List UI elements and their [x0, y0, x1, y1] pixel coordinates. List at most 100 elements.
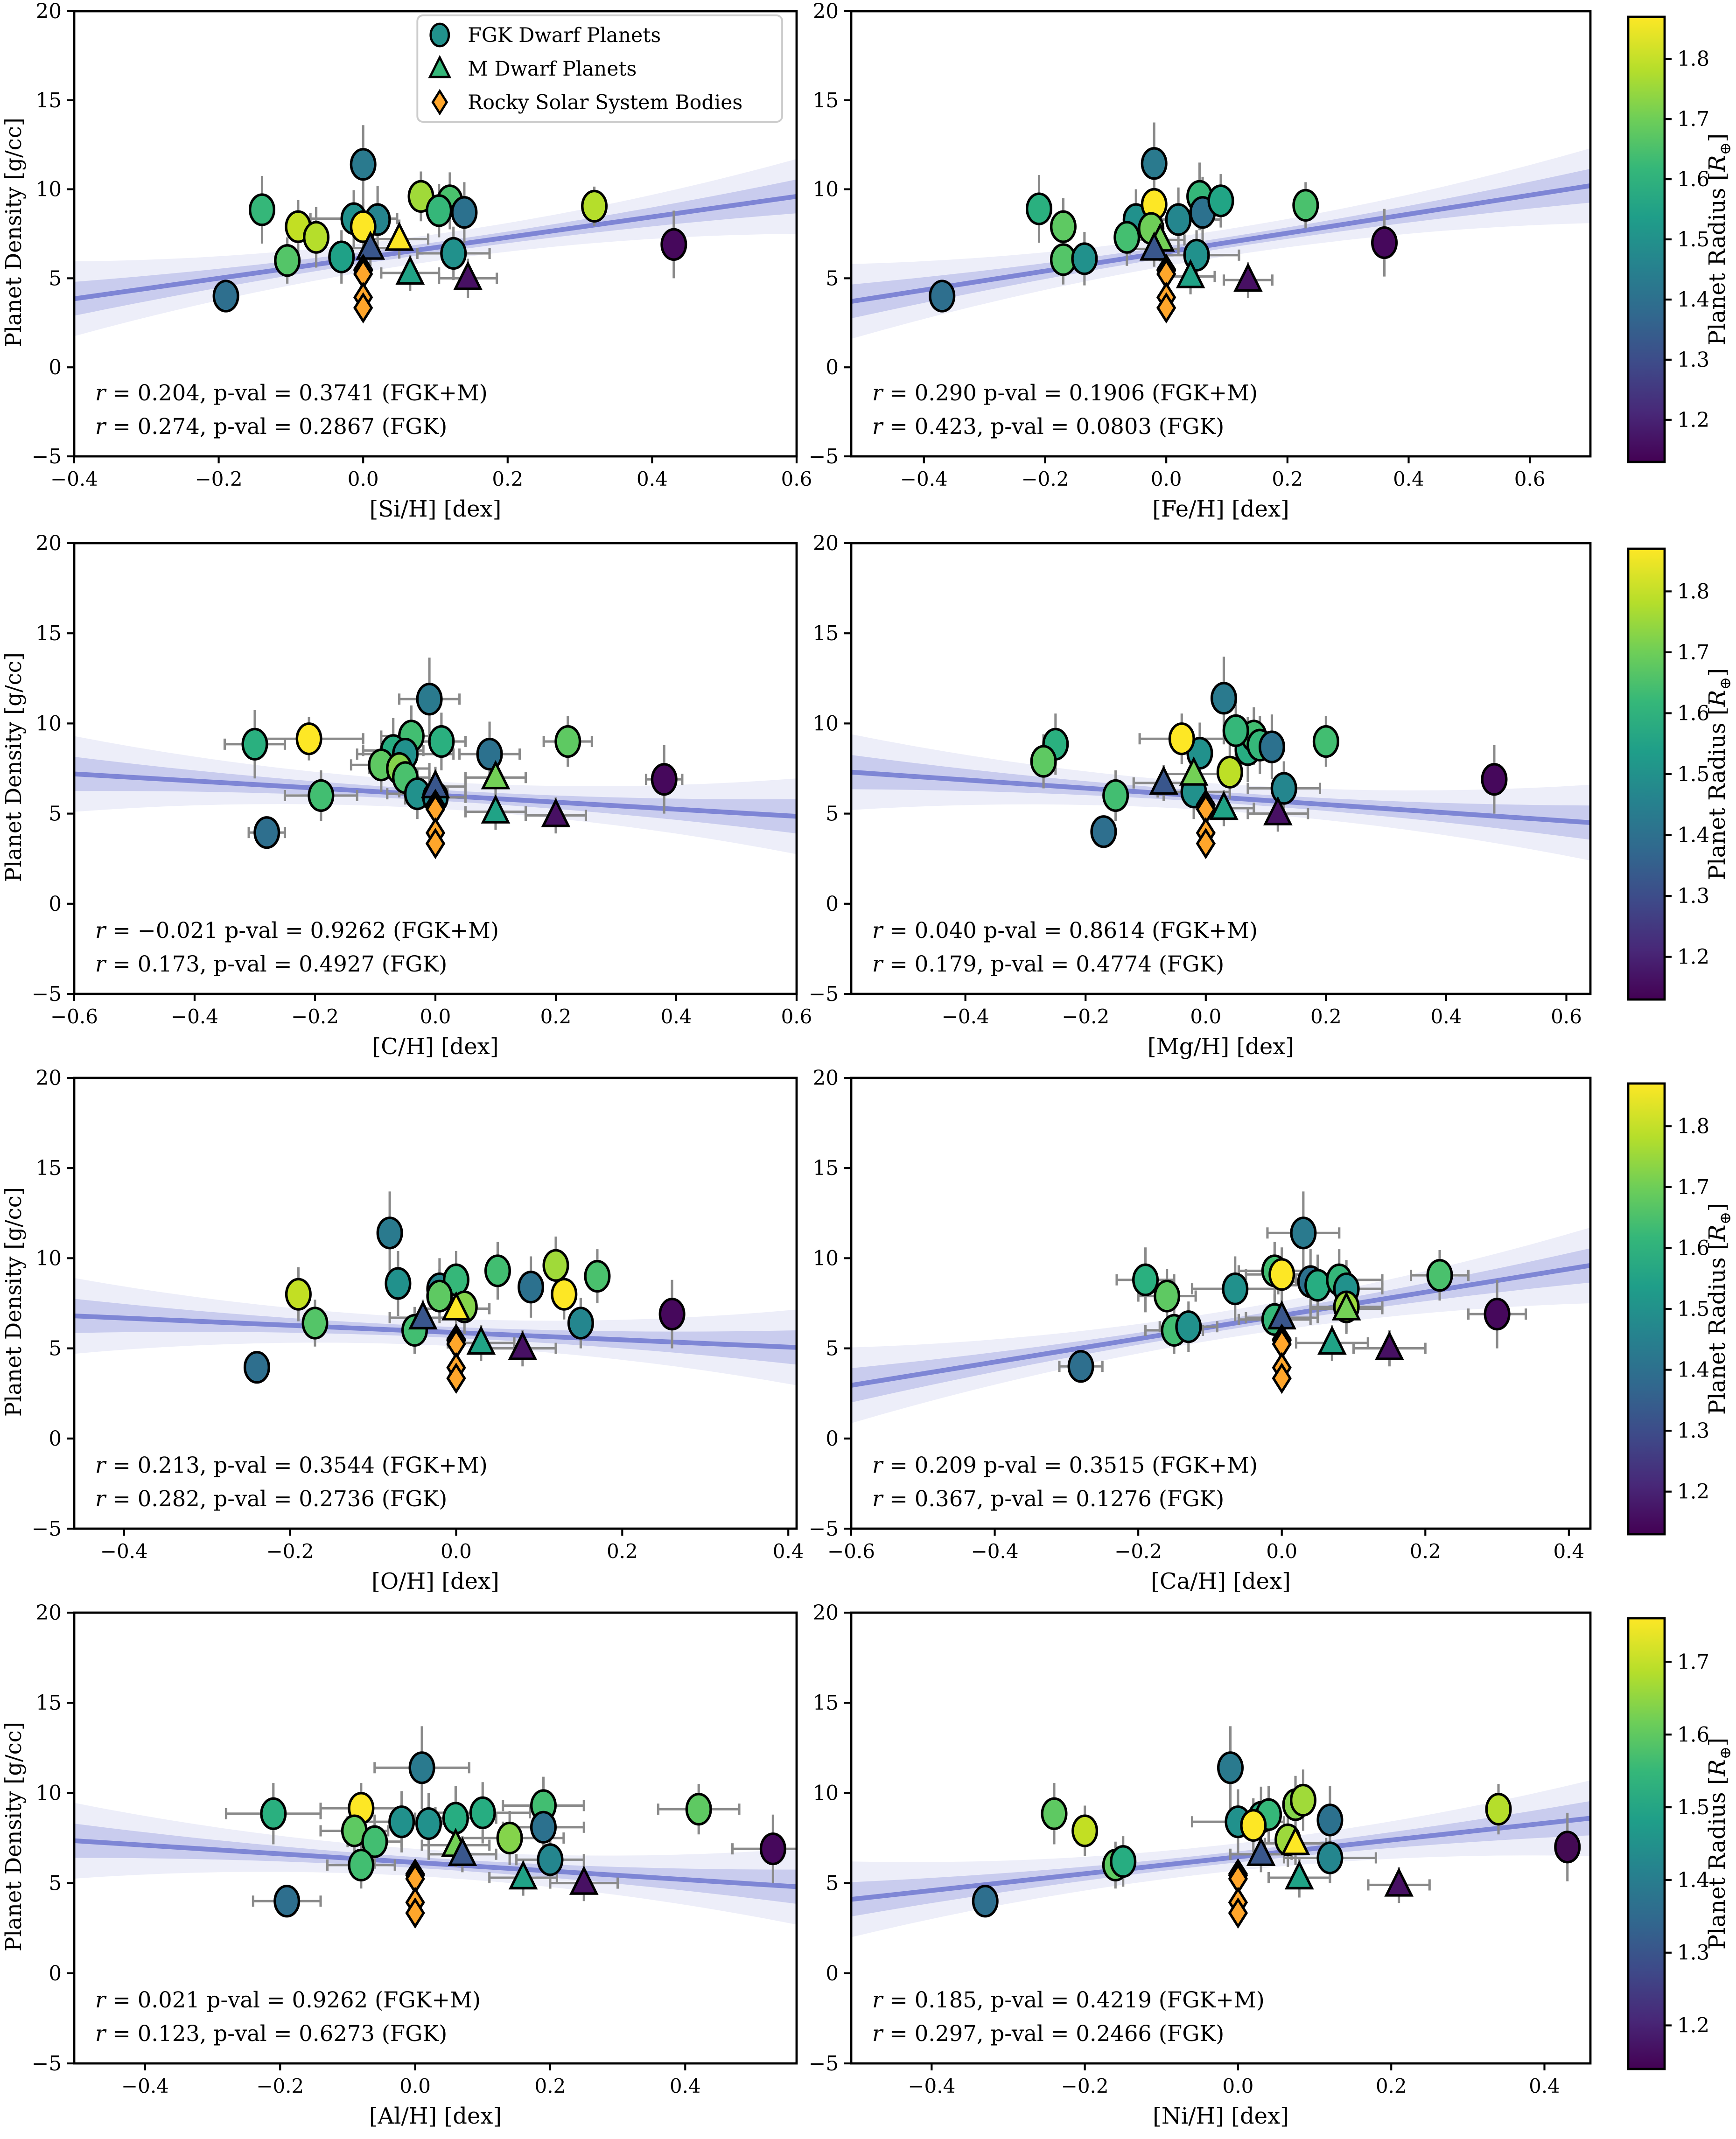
axes-spines	[850, 1076, 1592, 1530]
x-tick-label: −0.4	[900, 468, 948, 490]
data-point-circle	[1113, 221, 1141, 254]
y-tick-label: 5	[826, 1337, 839, 1361]
x-tick-label: −0.4	[971, 1540, 1019, 1563]
x-tick-label: 0.4	[1553, 1540, 1584, 1563]
legend-circle-icon	[429, 22, 450, 48]
data-point-triangle	[1179, 756, 1209, 786]
axes-spines	[850, 542, 1592, 995]
colorbar-tick-label: 1.2	[1677, 2014, 1709, 2038]
y-tick-label: 5	[826, 1872, 839, 1895]
data-point-triangle	[1317, 1325, 1347, 1355]
stats-line: r = 0.297, p-val = 0.2466 (FGK)	[872, 2021, 1224, 2046]
y-tick-label: 0	[49, 1427, 62, 1451]
x-tick-label: −0.6	[827, 1540, 875, 1563]
y-tick-label: 10	[36, 1782, 62, 1805]
data-point-circle	[1222, 714, 1249, 747]
data-point-circle	[260, 1797, 287, 1830]
x-tick-label: 0.4	[670, 2075, 701, 2097]
y-tick-label: 5	[826, 267, 839, 290]
data-point-triangle	[1281, 1826, 1310, 1855]
data-point-circle	[542, 1249, 569, 1282]
colorbar-tick-label: 1.2	[1677, 1481, 1709, 1504]
y-tick-label: 5	[826, 803, 839, 826]
x-axis-label: [Si/H] [dex]	[370, 496, 502, 522]
x-tick-label: 0.6	[781, 468, 812, 490]
data-point-triangle	[1384, 1867, 1414, 1897]
stats-line: r = 0.040 p-val = 0.8614 (FGK+M)	[872, 918, 1258, 943]
data-point-circle	[1554, 1831, 1581, 1864]
data-point-circle	[496, 1821, 523, 1855]
data-point-circle	[426, 1279, 453, 1313]
y-tick-label: 0	[826, 1427, 839, 1451]
y-tick-label: 10	[36, 1247, 62, 1270]
data-point-circle	[1292, 189, 1319, 222]
data-point-circle	[241, 727, 268, 761]
stats-line: r = 0.274, p-val = 0.2867 (FGK)	[95, 414, 447, 439]
data-point-circle	[303, 221, 330, 254]
stats-line: r = 0.179, p-val = 0.4774 (FGK)	[872, 951, 1224, 977]
trend-line	[74, 1838, 797, 1889]
data-point-circle	[651, 763, 678, 796]
data-point-circle	[518, 1271, 545, 1304]
stats-line: r = 0.209 p-val = 0.3515 (FGK+M)	[872, 1453, 1258, 1478]
x-tick-label: −0.4	[121, 2075, 169, 2097]
colorbar-gradient	[1627, 15, 1666, 463]
x-tick-label: 0.2	[1310, 1005, 1342, 1028]
colorbar-tick-label: 1.7	[1677, 641, 1709, 664]
y-tick-label: 15	[36, 1157, 62, 1180]
x-axis-label: [Fe/H] [dex]	[1152, 496, 1289, 522]
data-point-circle	[972, 1885, 999, 1918]
colorbar-tick-label: 1.7	[1677, 1650, 1709, 1674]
data-point-circle	[1481, 763, 1508, 796]
colorbar-label: Planet Radius [R⊕]	[1704, 133, 1734, 345]
data-point-triangle	[1176, 259, 1205, 288]
y-tick-label: 15	[813, 622, 839, 645]
y-tick-label: 10	[813, 712, 839, 735]
x-tick-label: 0.2	[1272, 468, 1303, 490]
data-point-circle	[1426, 1259, 1453, 1292]
x-tick-label: 0.0	[399, 2075, 431, 2097]
x-tick-label: −0.4	[908, 2075, 955, 2097]
colorbar-gradient	[1627, 1617, 1666, 2070]
x-tick-label: −0.2	[195, 468, 243, 490]
legend-item-label: M Dwarf Planets	[468, 57, 637, 81]
data-point-triangle	[1263, 796, 1293, 825]
data-point-circle	[581, 189, 608, 223]
y-tick-label: 0	[49, 1962, 62, 1985]
data-point-circle	[1175, 1310, 1202, 1343]
data-point-circle	[1222, 1272, 1249, 1306]
colorbar-label: Planet Radius [R⊕]	[1704, 668, 1734, 880]
data-point-circle	[1371, 226, 1398, 259]
x-tick-label: −0.2	[1062, 1005, 1109, 1028]
data-point-triangle	[448, 1837, 477, 1866]
data-point-circle	[301, 1307, 329, 1340]
data-point-circle	[530, 1810, 557, 1844]
colorbar-tick-label: 1.3	[1677, 885, 1709, 908]
y-tick-label: 0	[49, 893, 62, 916]
colorbar-tick-label: 1.4	[1677, 288, 1709, 312]
data-point-circle	[1071, 242, 1098, 275]
y-tick-label: 15	[36, 622, 62, 645]
colorbar-tick-label: 1.7	[1677, 108, 1709, 131]
x-tick-label: 0.6	[1514, 468, 1546, 490]
axes-spines	[850, 1611, 1592, 2065]
x-tick-label: 0.2	[607, 1540, 638, 1563]
legend-diamond-icon	[431, 89, 448, 116]
x-tick-label: 0.0	[1190, 1005, 1221, 1028]
data-point-circle	[1102, 779, 1129, 812]
plot-area	[851, 657, 1590, 861]
panel-[C/H] [dex]: −0.6 −0.4 −0.2 0.0 0.2 0.4 0.6 −5 0 5 10 15 20 [C/H] …	[32, 532, 812, 1060]
x-tick-label: −0.2	[1114, 1540, 1162, 1563]
data-point-circle	[416, 683, 443, 716]
data-point-circle	[484, 1254, 511, 1287]
y-tick-label: 5	[49, 267, 62, 290]
colorbar-tick-label: 1.2	[1677, 409, 1709, 432]
data-point-circle	[440, 237, 467, 270]
colorbar-tick-label: 1.8	[1677, 48, 1709, 71]
y-tick-label: 20	[36, 1601, 62, 1625]
stats-line: r = 0.173, p-val = 0.4927 (FGK)	[95, 951, 447, 977]
data-point-circle	[1067, 1350, 1094, 1383]
y-tick-label: −5	[32, 445, 62, 468]
x-tick-label: 0.6	[1551, 1005, 1582, 1028]
colorbar-tick-label: 1.3	[1677, 349, 1709, 372]
